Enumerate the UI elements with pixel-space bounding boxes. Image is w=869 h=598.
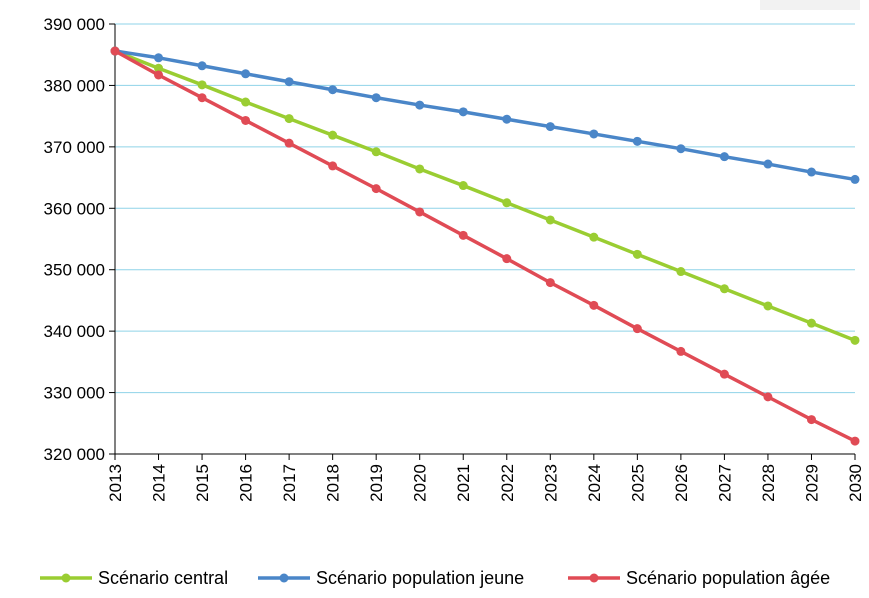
x-tick-label: 2017 (280, 464, 299, 502)
legend: Scénario central Scénario population jeun… (40, 568, 830, 588)
corner-placeholder (760, 0, 860, 10)
x-tick-label: 2022 (498, 464, 517, 502)
legend-swatch-marker (279, 573, 289, 583)
y-tick-label: 390 000 (44, 15, 105, 34)
data-point (589, 129, 599, 139)
y-tick-label: 380 000 (44, 76, 105, 95)
x-tick-label: 2016 (237, 464, 256, 502)
data-point (589, 232, 599, 242)
data-point (328, 161, 338, 171)
x-tick-label: 2014 (150, 464, 169, 502)
data-point (415, 100, 425, 110)
data-point (676, 144, 686, 154)
data-point (458, 230, 468, 240)
data-point (502, 254, 512, 264)
data-point (110, 46, 120, 56)
data-point (328, 130, 338, 140)
data-point (284, 77, 294, 87)
data-point (632, 249, 642, 259)
legend-label: Scénario population âgée (626, 568, 830, 588)
data-point (502, 198, 512, 208)
data-point (415, 164, 425, 174)
data-point (806, 415, 816, 425)
data-point (850, 335, 860, 345)
data-point (632, 324, 642, 334)
series-line (113, 49, 857, 443)
data-point (502, 114, 512, 124)
y-tick-label: 350 000 (44, 261, 105, 280)
data-point (371, 93, 381, 103)
x-tick-label: 2013 (106, 464, 125, 502)
data-point (197, 80, 207, 90)
series-line (113, 49, 857, 343)
data-point (806, 167, 816, 177)
legend-swatch-marker (589, 573, 599, 583)
x-tick-label: 2024 (585, 464, 604, 502)
data-point (154, 63, 164, 73)
x-tick-label: 2028 (759, 464, 778, 502)
data-point (328, 85, 338, 95)
data-point (545, 122, 555, 132)
legend-label: Scénario central (98, 568, 228, 588)
data-point (763, 392, 773, 402)
data-point (850, 174, 860, 184)
data-point (719, 284, 729, 294)
data-point (806, 318, 816, 328)
data-point (545, 215, 555, 225)
data-point (371, 184, 381, 194)
x-tick-label: 2021 (454, 464, 473, 502)
data-point (719, 369, 729, 379)
data-point (154, 70, 164, 80)
data-point (545, 278, 555, 288)
x-tick-label: 2018 (324, 464, 343, 502)
data-point (241, 115, 251, 125)
data-point (458, 107, 468, 117)
x-tick-label: 2023 (541, 464, 560, 502)
y-tick-label: 340 000 (44, 322, 105, 341)
data-point (632, 136, 642, 146)
y-tick-label: 330 000 (44, 384, 105, 403)
data-point (371, 147, 381, 157)
x-tick-label: 2019 (367, 464, 386, 502)
axes: 320 000 330 000 340 000 350 000 360 000 370 0… (44, 15, 865, 502)
data-point (763, 301, 773, 311)
gridlines (115, 23, 855, 394)
data-point (284, 114, 294, 124)
y-tick-label: 370 000 (44, 138, 105, 157)
data-point (241, 97, 251, 107)
legend-swatch-marker (61, 573, 71, 583)
data-point (241, 69, 251, 79)
series-line (113, 49, 857, 182)
data-point (719, 152, 729, 162)
data-point (197, 93, 207, 103)
y-tick-label: 320 000 (44, 445, 105, 464)
x-tick-label: 2015 (193, 464, 212, 502)
data-point (284, 138, 294, 148)
legend-label: Scénario population jeune (316, 568, 524, 588)
data-point (676, 346, 686, 356)
x-tick-label: 2020 (411, 464, 430, 502)
x-tick-label: 2029 (802, 464, 821, 502)
x-tick-label: 2025 (628, 464, 647, 502)
data-point (197, 61, 207, 71)
series-lines (110, 46, 860, 446)
x-tick-label: 2027 (715, 464, 734, 502)
data-point (850, 436, 860, 446)
data-point (763, 159, 773, 169)
data-point (458, 181, 468, 191)
data-point (676, 267, 686, 277)
data-point (589, 300, 599, 310)
data-point (154, 53, 164, 63)
data-point (415, 207, 425, 217)
x-tick-label: 2026 (672, 464, 691, 502)
y-tick-label: 360 000 (44, 199, 105, 218)
x-tick-label: 2030 (846, 464, 865, 502)
